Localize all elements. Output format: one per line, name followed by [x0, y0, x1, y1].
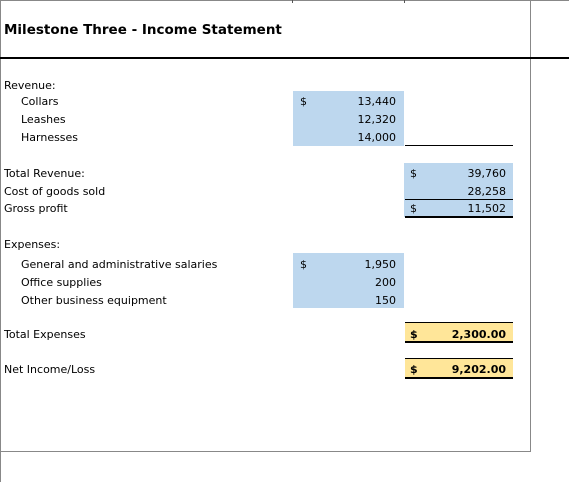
- total-expenses-bottom-rule: [405, 341, 513, 343]
- expenses-heading: Expenses:: [4, 238, 61, 251]
- expense-item-value[interactable]: 1,950: [364, 258, 397, 271]
- gross-profit-currency: $: [410, 202, 417, 215]
- expense-input-cells: [293, 253, 404, 308]
- revenue-item-label: Collars: [21, 95, 59, 108]
- gross-profit-top-rule: [405, 199, 513, 200]
- title-underline: [0, 57, 569, 59]
- total-expenses-currency: $: [410, 328, 418, 341]
- net-income-value[interactable]: 9,202.00: [451, 363, 506, 376]
- total-revenue-currency: $: [410, 167, 417, 180]
- cogs-value[interactable]: 28,258: [467, 185, 507, 198]
- revenue-item-label: Harnesses: [21, 131, 79, 144]
- total-expenses-cell: [405, 323, 513, 341]
- column-divider-mark: [292, 0, 293, 3]
- revenue-input-cells: [293, 91, 404, 146]
- expense-item-value[interactable]: 200: [375, 276, 396, 289]
- revenue-item-label: Leashes: [21, 113, 66, 126]
- total-expenses-label: Total Expenses: [4, 328, 86, 341]
- net-income-label: Net Income/Loss: [4, 363, 96, 376]
- cogs-label: Cost of goods sold: [4, 185, 106, 198]
- net-income-cell: [405, 359, 513, 377]
- sheet-right-border: [530, 0, 531, 452]
- sheet-bottom-border: [0, 451, 531, 452]
- expense-currency-symbol: $: [300, 258, 307, 271]
- expense-item-value[interactable]: 150: [375, 294, 396, 307]
- expense-item-label: Office supplies: [21, 276, 102, 289]
- expense-item-label: General and administrative salaries: [21, 258, 218, 271]
- gross-profit-label: Gross profit: [4, 202, 68, 215]
- gross-profit-value[interactable]: 11,502: [467, 202, 507, 215]
- revenue-currency-symbol: $: [300, 95, 307, 108]
- total-revenue-value[interactable]: 39,760: [467, 167, 507, 180]
- total-expenses-value[interactable]: 2,300.00: [451, 328, 506, 341]
- revenue-item-value[interactable]: 13,440: [357, 95, 397, 108]
- revenue-item-value[interactable]: 12,320: [357, 113, 397, 126]
- sheet-left-border: [0, 0, 1, 482]
- page-title: Milestone Three - Income Statement: [4, 22, 282, 38]
- sheet-top-border: [0, 0, 569, 1]
- expense-item-label: Other business equipment: [21, 294, 167, 307]
- total-revenue-label: Total Revenue:: [4, 167, 85, 180]
- revenue-subtotal-rule: [405, 145, 513, 146]
- revenue-total-cells: [404, 163, 513, 217]
- column-divider-mark: [404, 0, 405, 3]
- revenue-item-value[interactable]: 14,000: [357, 131, 397, 144]
- total-expenses-top-rule: [405, 322, 513, 323]
- gross-profit-bottom-rule: [405, 216, 513, 218]
- net-income-bottom-rule: [405, 377, 513, 379]
- net-income-currency: $: [410, 363, 418, 376]
- revenue-heading: Revenue:: [4, 79, 56, 92]
- net-income-top-rule: [405, 358, 513, 359]
